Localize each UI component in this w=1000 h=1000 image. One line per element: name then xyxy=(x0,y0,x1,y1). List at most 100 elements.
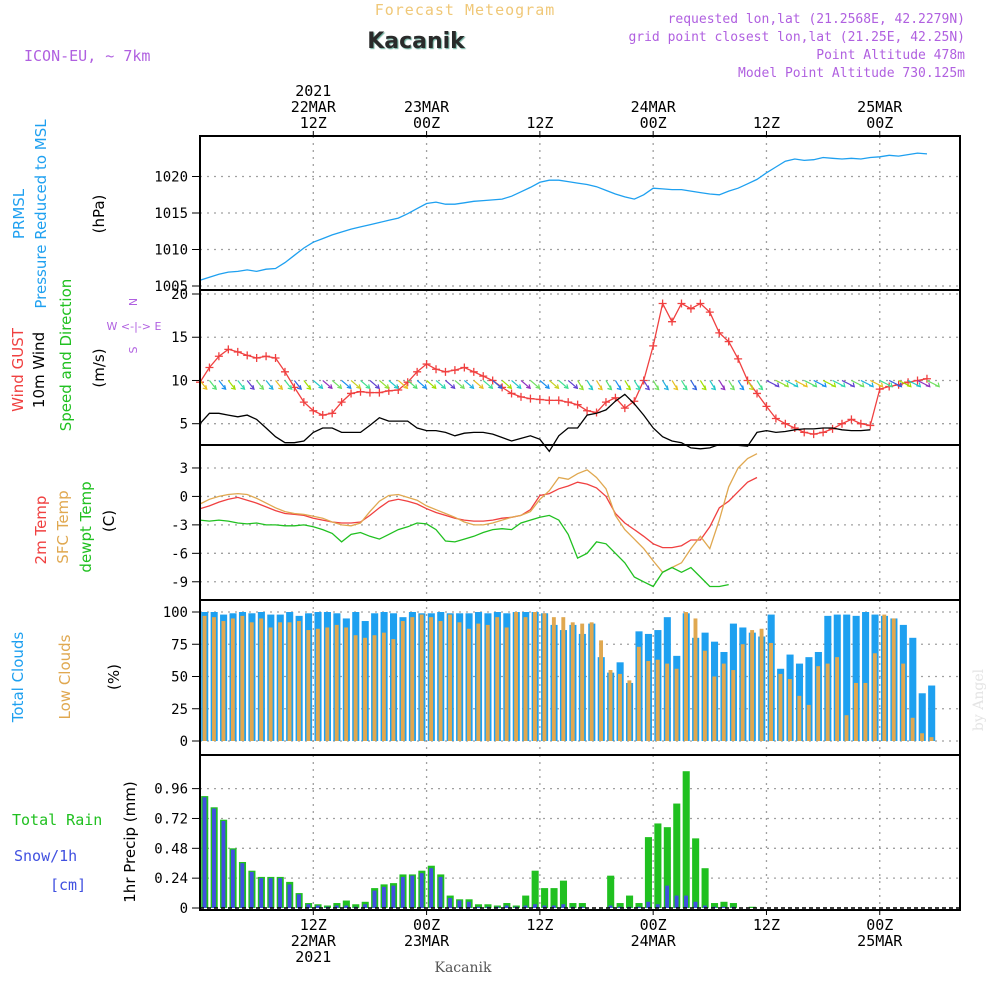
wind-arrow-head xyxy=(868,382,874,388)
snow-bar xyxy=(344,905,349,908)
wind-arrow-head xyxy=(887,382,893,388)
wind-arrow xyxy=(473,380,484,389)
total-clouds-label: Total Clouds xyxy=(9,632,27,724)
snow-bar xyxy=(466,901,471,908)
temp-side-labels: 2m Temp SFC Temp dewpt Temp (C) xyxy=(32,481,118,572)
snow-bar xyxy=(278,878,283,908)
gust-marker xyxy=(847,415,856,424)
low-cloud-bar xyxy=(457,622,462,741)
wind-arrow xyxy=(511,380,522,389)
sfc-temp-label: SFC Temp xyxy=(54,490,72,563)
time-label: 23MAR xyxy=(404,98,450,116)
wind-arrow-head xyxy=(654,385,660,391)
low-cloud-bar xyxy=(570,622,575,741)
wind-arrow-head xyxy=(906,382,912,388)
wind-arrow-head xyxy=(422,384,428,390)
wind-arrow-head xyxy=(916,382,922,388)
rain-bar xyxy=(474,904,483,908)
gust-marker xyxy=(819,428,828,437)
panel-0: 1005 1010 1015 1020 xyxy=(154,135,961,295)
wind-arrow-head xyxy=(663,385,669,391)
rain-bar xyxy=(663,827,671,908)
wind-arrow-head xyxy=(925,382,931,388)
snow-bar xyxy=(655,904,660,908)
gust-marker xyxy=(724,337,733,346)
snow-bar xyxy=(674,895,679,908)
precip-unit: 1hr Precip (mm) xyxy=(121,781,139,902)
dewpt-label: dewpt Temp xyxy=(77,481,95,572)
ytick-label: 50 xyxy=(171,670,188,686)
time-label: 12Z xyxy=(526,114,553,132)
panels: 10051010101510205101520-9-6-303025507510… xyxy=(154,135,961,917)
gust-marker xyxy=(526,394,535,403)
wind-arrow-head xyxy=(802,382,808,388)
snow-bar xyxy=(419,873,424,908)
low-cloud-bar xyxy=(825,663,830,741)
wind-arrow xyxy=(445,380,456,389)
wind-arrow-head xyxy=(821,382,827,388)
ytick-label: 100 xyxy=(163,605,188,621)
wind-arrow-head xyxy=(212,385,218,390)
low-cloud-bar xyxy=(202,615,207,741)
speed-direction-label: Speed and Direction xyxy=(57,279,75,432)
panel-3: 0 25 50 75 100 xyxy=(163,599,961,756)
hpa-unit: (hPa) xyxy=(90,195,108,234)
gust-marker xyxy=(422,360,431,369)
snow-bar xyxy=(287,884,292,908)
gust-marker xyxy=(620,404,629,413)
gust-marker xyxy=(469,367,478,376)
gust-marker xyxy=(601,398,610,407)
snow-bar xyxy=(646,901,651,908)
gust-marker xyxy=(309,406,318,415)
low-cloud-bar xyxy=(665,663,670,741)
wind-arrow-head xyxy=(711,385,717,391)
wind-arrow-head xyxy=(346,384,352,390)
wind-arrow-head xyxy=(441,384,447,390)
wind-arrow-head xyxy=(297,385,302,390)
time-label: 24MAR xyxy=(631,932,677,950)
wind-arrow-head xyxy=(859,382,865,388)
low-cloud-bar xyxy=(778,673,783,741)
wind-arrow-head xyxy=(384,384,390,390)
gust-marker xyxy=(262,352,271,361)
ytick-label: 1010 xyxy=(154,243,188,259)
wind-arrow xyxy=(369,380,380,389)
wind-arrow-head xyxy=(748,385,754,391)
wind-arrow-head xyxy=(356,384,362,390)
wind-arrow-head xyxy=(878,382,884,388)
wind-arrow xyxy=(284,380,293,390)
gust-marker xyxy=(800,428,809,437)
wind-arrow-head xyxy=(259,385,265,390)
snow-bar xyxy=(476,906,481,908)
time-label: 00Z xyxy=(413,114,440,132)
footer-location: Kacanik xyxy=(435,960,492,976)
rain-bar xyxy=(607,875,615,908)
wind-arrow xyxy=(378,380,389,389)
ytick-label: 0 xyxy=(180,489,188,505)
snow-bar xyxy=(702,905,707,908)
wind-arrow xyxy=(539,380,550,389)
wind-arrow-head xyxy=(897,382,903,388)
snow-bar xyxy=(391,885,396,908)
low-cloud-bar xyxy=(306,630,311,741)
low-cloud-bar xyxy=(381,632,386,741)
total-cloud-bar xyxy=(805,657,813,741)
wind-arrow-head xyxy=(578,385,584,391)
gust-marker xyxy=(677,299,686,308)
low-cloud-bar xyxy=(249,622,254,741)
total-cloud-bar xyxy=(909,637,917,741)
wind-arrow-head xyxy=(573,384,579,390)
wind-arrow-head xyxy=(403,384,409,390)
low-cloud-bar xyxy=(854,682,858,741)
low-cloud-bar xyxy=(363,637,367,741)
low-cloud-bar xyxy=(844,715,849,741)
wind-arrow-head xyxy=(287,385,293,390)
wind-arrow xyxy=(218,380,227,390)
time-label: 00Z xyxy=(866,916,893,934)
wind-arrow-head xyxy=(374,384,380,390)
series-line-wind-gust xyxy=(199,301,928,435)
ytick-label: 0.48 xyxy=(154,841,188,857)
rain-bar xyxy=(729,903,737,908)
